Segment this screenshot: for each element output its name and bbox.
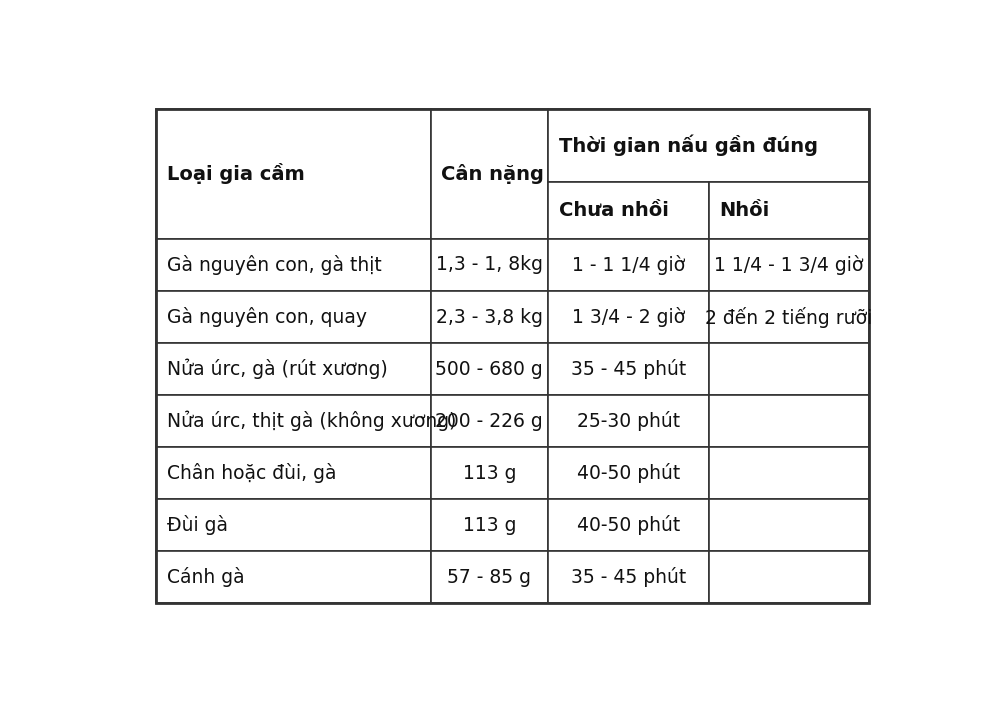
Text: 2 đến 2 tiếng rưỡi: 2 đến 2 tiếng rưỡi [705,306,872,327]
Bar [548,291,709,343]
Bar [709,182,869,239]
Bar [709,343,869,395]
Bar [709,499,869,551]
Text: Nửa úrc, thịt gà (không xương): Nửa úrc, thịt gà (không xương) [167,411,456,432]
Bar [156,447,431,499]
Bar [431,291,548,343]
Bar [156,499,431,551]
Bar [709,551,869,603]
Text: 57 - 85 g: 57 - 85 g [447,567,531,586]
Bar [431,239,548,291]
Text: 40-50 phút: 40-50 phút [577,463,680,483]
Text: 25-30 phút: 25-30 phút [577,411,680,431]
Bar [548,343,709,395]
Bar [156,239,431,291]
Text: 40-50 phút: 40-50 phút [577,515,680,535]
Bar [156,551,431,603]
Text: 1 3/4 - 2 giờ: 1 3/4 - 2 giờ [572,307,685,327]
Text: 1,3 - 1, 8kg: 1,3 - 1, 8kg [436,256,543,275]
Text: Nhồi: Nhồi [719,201,770,220]
Text: 35 - 45 phút: 35 - 45 phút [571,567,686,587]
Bar [431,109,548,239]
Bar [431,395,548,447]
Bar [548,395,709,447]
Text: 35 - 45 phút: 35 - 45 phút [571,359,686,379]
Bar [548,551,709,603]
Text: Gà nguyên con, gà thịt: Gà nguyên con, gà thịt [167,255,382,275]
Text: 2,3 - 3,8 kg: 2,3 - 3,8 kg [436,308,543,327]
Text: Cân nặng: Cân nặng [441,164,544,184]
Bar [431,551,548,603]
Bar [156,291,431,343]
Bar [431,343,548,395]
Text: 113 g: 113 g [463,464,516,483]
Bar [156,109,431,239]
Text: 500 - 680 g: 500 - 680 g [435,360,543,379]
Text: Thời gian nấu gần đúng: Thời gian nấu gần đúng [559,134,818,156]
Bar [548,182,709,239]
Bar [548,499,709,551]
Bar [156,343,431,395]
Bar [431,499,548,551]
Text: Chưa nhồi: Chưa nhồi [559,201,669,220]
Bar [156,395,431,447]
Text: Nửa úrc, gà (rút xương): Nửa úrc, gà (rút xương) [167,359,388,379]
Text: Cánh gà: Cánh gà [167,567,244,587]
Bar [548,109,869,182]
Bar [548,447,709,499]
Text: 200 - 226 g: 200 - 226 g [435,412,543,431]
Bar [709,447,869,499]
Text: Gà nguyên con, quay: Gà nguyên con, quay [167,307,367,327]
Text: Chân hoặc đùi, gà: Chân hoặc đùi, gà [167,463,336,483]
Text: 1 - 1 1/4 giờ: 1 - 1 1/4 giờ [572,255,685,275]
Text: 113 g: 113 g [463,516,516,535]
Text: 1 1/4 - 1 3/4 giờ: 1 1/4 - 1 3/4 giờ [714,255,863,275]
Bar [709,291,869,343]
Bar [709,395,869,447]
Bar [431,447,548,499]
Text: Đùi gà: Đùi gà [167,515,228,535]
Bar [548,239,709,291]
Bar [709,239,869,291]
Text: Loại gia cầm: Loại gia cầm [167,163,305,184]
